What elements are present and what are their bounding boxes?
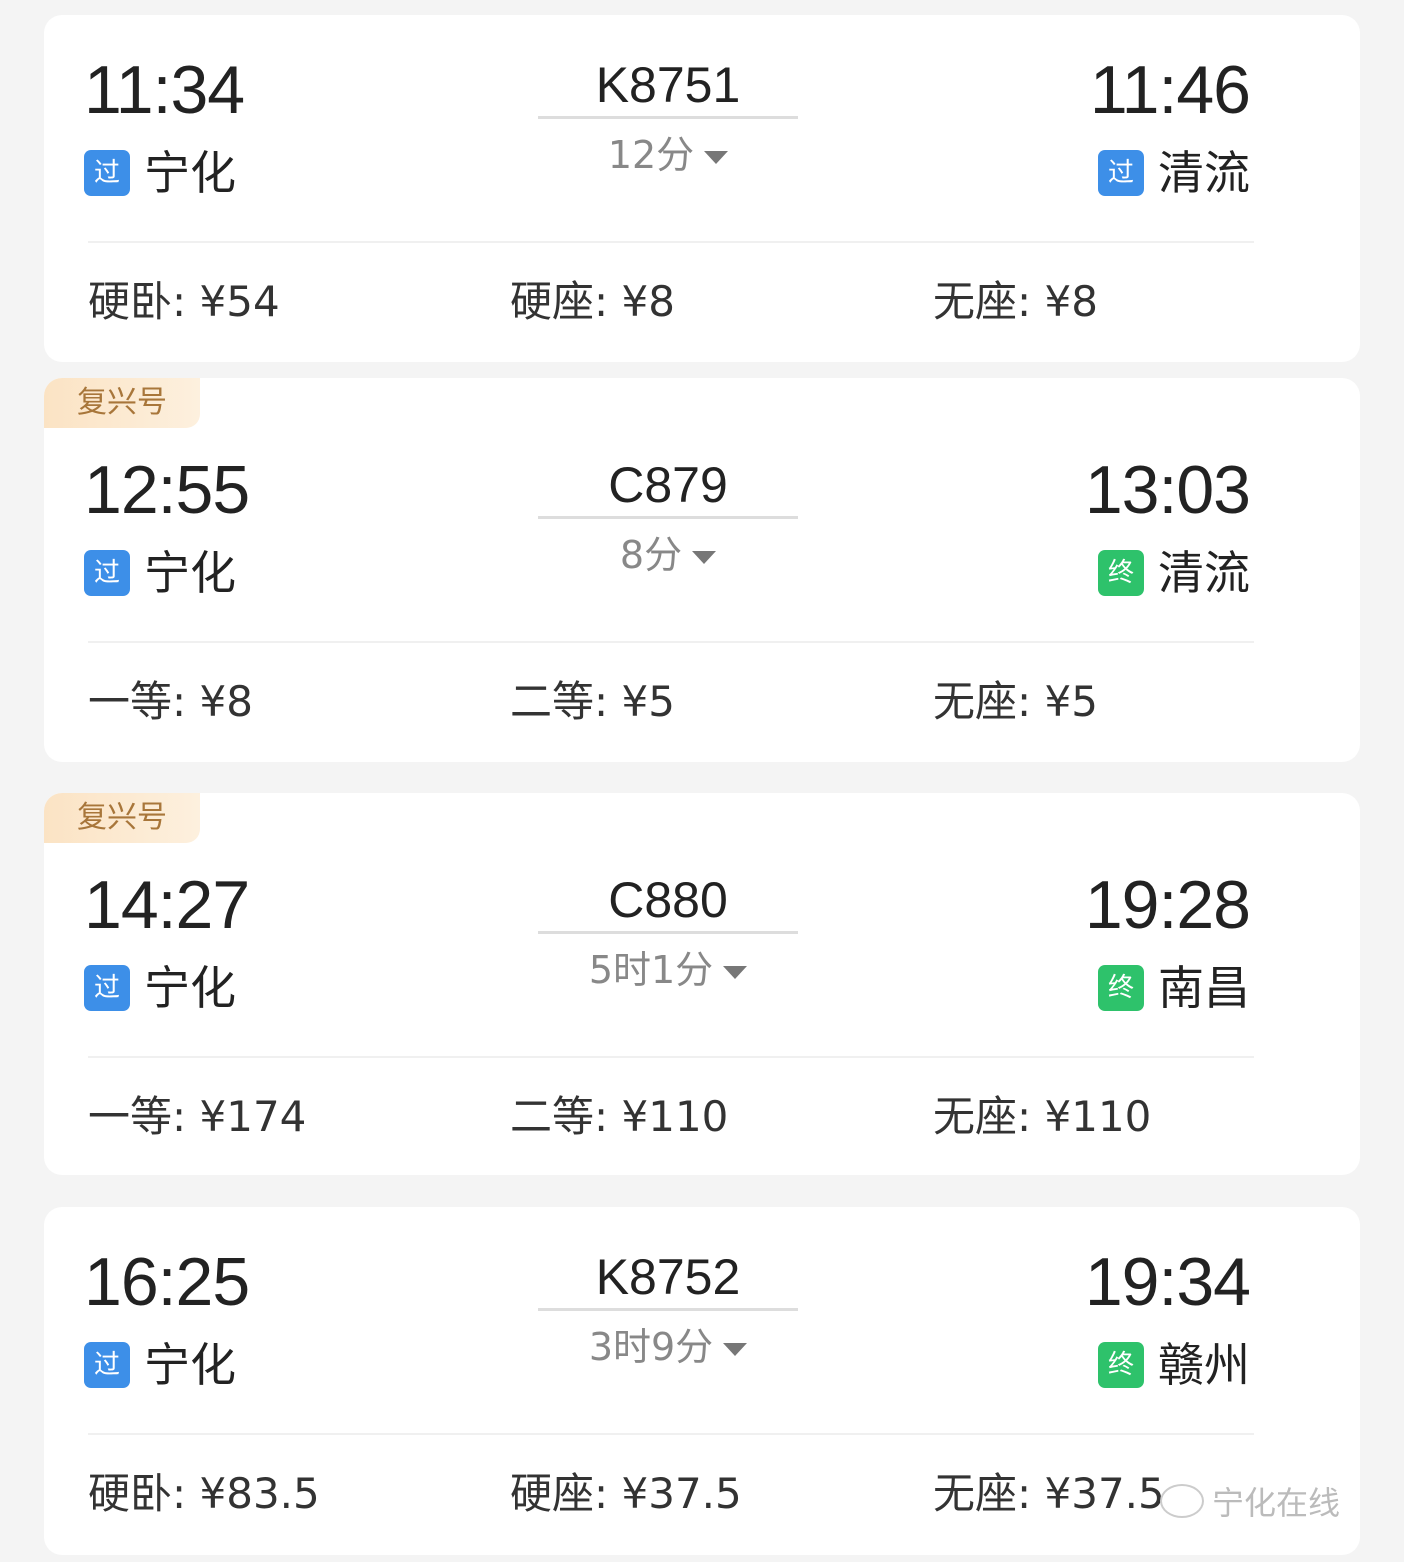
departure-station-name: 宁化 bbox=[144, 146, 236, 200]
arrival-station-name: 清流 bbox=[1158, 546, 1250, 600]
route-line bbox=[538, 1308, 798, 1311]
terminal-tag-icon: 终 bbox=[1098, 550, 1144, 596]
departure-station: 过 宁化 bbox=[84, 1339, 236, 1391]
divider bbox=[88, 641, 1254, 643]
seat-price: 无座: ¥110 bbox=[933, 1092, 1152, 1141]
seat-price: 硬卧: ¥54 bbox=[88, 277, 280, 326]
seat-price: 无座: ¥37.5 bbox=[933, 1469, 1165, 1518]
departure-station-name: 宁化 bbox=[144, 1338, 236, 1392]
pass-tag-icon: 过 bbox=[1098, 150, 1144, 196]
arrival-time: 13:03 bbox=[1084, 452, 1251, 528]
duration: 3时9分 bbox=[588, 1325, 714, 1369]
duration: 5时1分 bbox=[588, 948, 714, 992]
arrival-station: 终 清流 bbox=[1098, 547, 1250, 599]
arrival-station: 终 南昌 bbox=[1098, 962, 1250, 1014]
divider bbox=[88, 241, 1254, 243]
caret-down-icon bbox=[704, 151, 729, 164]
arrival-time: 19:28 bbox=[1084, 867, 1251, 943]
arrival-station: 终 赣州 bbox=[1098, 1339, 1250, 1391]
pass-tag-icon: 过 bbox=[84, 965, 130, 1011]
train-card[interactable]: 16:25 过 宁化 K8752 3时9分 19:34 终 赣州 硬卧: ¥83… bbox=[44, 1207, 1360, 1555]
seat-price: 硬座: ¥37.5 bbox=[510, 1469, 742, 1518]
seat-price: 硬卧: ¥83.5 bbox=[88, 1469, 320, 1518]
divider bbox=[88, 1433, 1254, 1435]
route-line bbox=[538, 116, 798, 119]
caret-down-icon bbox=[692, 551, 717, 564]
train-number: K8751 bbox=[595, 57, 741, 113]
duration-toggle[interactable]: 8分 bbox=[538, 533, 798, 577]
caret-down-icon bbox=[723, 1343, 748, 1356]
arrival-time: 19:34 bbox=[1084, 1244, 1251, 1320]
arrival-station-name: 赣州 bbox=[1158, 1338, 1250, 1392]
seat-price: 无座: ¥8 bbox=[933, 277, 1098, 326]
train-number: K8752 bbox=[595, 1249, 741, 1305]
pass-tag-icon: 过 bbox=[84, 550, 130, 596]
arrival-station-name: 清流 bbox=[1158, 146, 1250, 200]
terminal-tag-icon: 终 bbox=[1098, 965, 1144, 1011]
route-line bbox=[538, 516, 798, 519]
watermark: 宁化在线 bbox=[1160, 1478, 1340, 1524]
arrival-station-name: 南昌 bbox=[1158, 961, 1250, 1015]
duration-toggle[interactable]: 3时9分 bbox=[538, 1325, 798, 1369]
departure-station: 过 宁化 bbox=[84, 547, 236, 599]
departure-time: 12:55 bbox=[84, 452, 250, 528]
duration: 8分 bbox=[619, 533, 683, 577]
watermark-text: 宁化在线 bbox=[1212, 1484, 1341, 1522]
pass-tag-icon: 过 bbox=[84, 1342, 130, 1388]
train-card[interactable]: 复兴号 14:27 过 宁化 C880 5时1分 19:28 终 南昌 一等: … bbox=[44, 793, 1360, 1175]
train-number: C879 bbox=[608, 457, 728, 513]
departure-station-name: 宁化 bbox=[144, 961, 236, 1015]
departure-time: 14:27 bbox=[84, 867, 250, 943]
arrival-station: 过 清流 bbox=[1098, 147, 1250, 199]
terminal-tag-icon: 终 bbox=[1098, 1342, 1144, 1388]
departure-station-name: 宁化 bbox=[144, 546, 236, 600]
seat-price: 二等: ¥110 bbox=[510, 1092, 729, 1141]
fuxing-badge: 复兴号 bbox=[44, 793, 200, 843]
pass-tag-icon: 过 bbox=[84, 150, 130, 196]
seat-price: 硬座: ¥8 bbox=[510, 277, 675, 326]
arrival-time: 11:46 bbox=[1089, 52, 1251, 128]
fuxing-badge: 复兴号 bbox=[44, 378, 200, 428]
train-card[interactable]: 11:34 过 宁化 K8751 12分 11:46 过 清流 硬卧: ¥54 硬… bbox=[44, 15, 1360, 362]
caret-down-icon bbox=[723, 966, 748, 979]
route-line bbox=[538, 931, 798, 934]
train-card[interactable]: 复兴号 12:55 过 宁化 C879 8分 13:03 终 清流 一等: ¥8… bbox=[44, 378, 1360, 762]
duration-toggle[interactable]: 12分 bbox=[538, 133, 798, 177]
duration: 12分 bbox=[607, 133, 695, 177]
train-number: C880 bbox=[608, 872, 728, 928]
seat-price: 无座: ¥5 bbox=[933, 677, 1098, 726]
departure-time: 16:25 bbox=[84, 1244, 250, 1320]
departure-station: 过 宁化 bbox=[84, 962, 236, 1014]
divider bbox=[88, 1056, 1254, 1058]
seat-price: 二等: ¥5 bbox=[510, 677, 675, 726]
departure-station: 过 宁化 bbox=[84, 147, 236, 199]
departure-time: 11:34 bbox=[84, 52, 245, 128]
seat-price: 一等: ¥174 bbox=[88, 1092, 307, 1141]
duration-toggle[interactable]: 5时1分 bbox=[538, 948, 798, 992]
seat-price: 一等: ¥8 bbox=[88, 677, 253, 726]
wechat-icon bbox=[1160, 1484, 1204, 1518]
